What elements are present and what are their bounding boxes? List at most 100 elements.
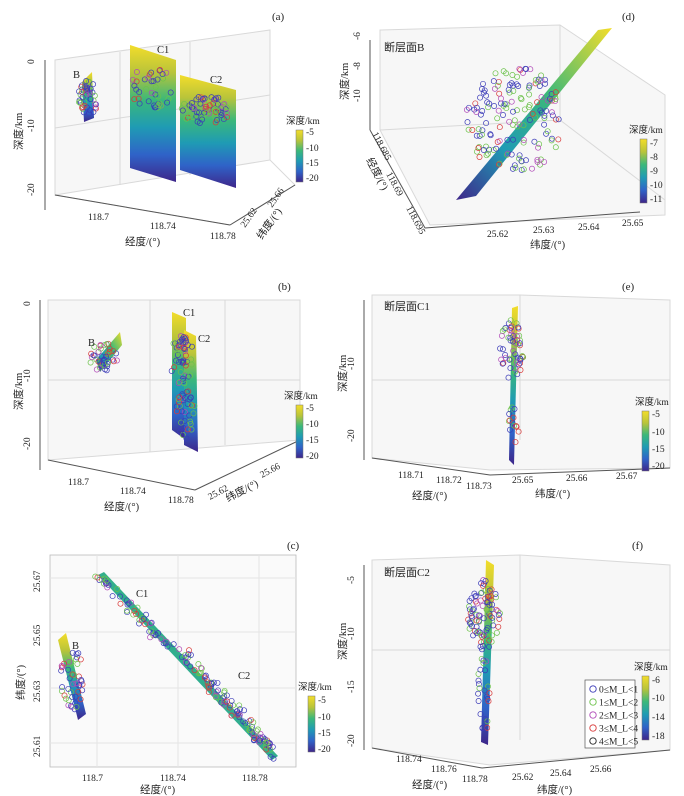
event-point: [489, 614, 496, 621]
event-point: [182, 362, 189, 369]
event-point: [193, 96, 200, 103]
legend-marker: [589, 698, 597, 706]
event-point: [181, 417, 188, 424]
event-point: [478, 590, 484, 597]
event-point: [535, 79, 542, 86]
x-tick: 118.78: [168, 496, 194, 506]
event-point: [76, 99, 83, 106]
event-point: [221, 698, 228, 705]
event-point: [476, 154, 483, 160]
x-tick: 118.7: [68, 478, 89, 488]
event-point: [536, 83, 543, 89]
event-point: [147, 620, 154, 627]
event-cluster: [58, 649, 86, 713]
event-point: [251, 734, 258, 741]
event-point: [131, 96, 138, 103]
event-point: [250, 719, 257, 726]
colorbar: [639, 138, 648, 204]
event-cluster: [465, 577, 503, 650]
event-point: [133, 611, 140, 617]
event-point: [478, 655, 485, 662]
event-point: [480, 577, 487, 584]
event-point: [486, 690, 493, 697]
event-point: [552, 116, 559, 123]
z-tick: -10: [353, 89, 363, 102]
event-point: [535, 144, 542, 151]
event-point: [93, 356, 100, 363]
event-point: [92, 101, 98, 108]
event-point: [90, 109, 97, 115]
event-point: [468, 613, 475, 619]
event-point: [483, 599, 490, 606]
event-point: [517, 337, 523, 344]
event-point: [482, 716, 488, 723]
event-point: [65, 697, 72, 704]
z-axis-label: 深度/km: [336, 623, 349, 660]
event-point: [96, 364, 103, 371]
event-point: [191, 105, 198, 112]
event-point: [117, 593, 123, 600]
event-point: [170, 641, 177, 648]
x-axis-label: 纬度/(°): [537, 783, 573, 796]
event-point: [475, 677, 482, 684]
event-point: [190, 106, 197, 112]
event-point: [177, 428, 184, 435]
event-cluster: [176, 646, 277, 762]
event-point: [167, 89, 174, 96]
event-point: [484, 624, 491, 631]
event-point: [499, 360, 506, 367]
event-point: [512, 365, 519, 372]
event-point: [516, 65, 523, 72]
event-point: [464, 119, 471, 126]
event-point: [240, 718, 247, 725]
event-point: [493, 145, 500, 152]
event-point: [486, 587, 493, 594]
event-cluster: [87, 340, 120, 374]
event-point: [529, 165, 535, 172]
event-point: [479, 602, 486, 609]
event-point: [520, 122, 527, 129]
colorbar-title: 深度/km: [629, 124, 663, 136]
y-tick: 25.62: [239, 206, 260, 229]
annotation-b: B: [88, 338, 95, 349]
event-point: [146, 628, 153, 635]
event-point: [203, 110, 209, 116]
event-point: [508, 151, 515, 158]
event-point: [69, 649, 76, 656]
colorbar-tick: -5: [306, 128, 314, 138]
x-tick: 25.67: [616, 472, 638, 482]
event-point: [477, 94, 484, 101]
event-point: [531, 138, 538, 145]
event-point: [220, 695, 227, 702]
event-point: [204, 679, 211, 686]
event-point: [495, 612, 502, 618]
event-point: [509, 165, 516, 172]
event-point: [73, 650, 80, 657]
event-point: [152, 104, 159, 111]
event-point: [188, 356, 195, 363]
event-point: [207, 679, 214, 686]
event-point: [87, 359, 94, 366]
panel-title: 断层面B: [384, 40, 424, 54]
event-point: [480, 657, 487, 664]
event-cluster: [475, 646, 493, 732]
event-point: [176, 646, 183, 653]
event-point: [505, 334, 512, 341]
event-point: [205, 689, 212, 696]
event-point: [104, 584, 111, 591]
event-point: [191, 667, 198, 674]
event-point: [155, 93, 162, 100]
colorbar-tick: -15: [306, 436, 319, 446]
event-point: [506, 418, 512, 425]
event-point: [235, 710, 242, 717]
event-point: [79, 104, 86, 111]
event-point: [175, 380, 182, 386]
z-tick: -10: [27, 119, 37, 132]
event-point: [182, 335, 189, 342]
x-tick: 118.7: [82, 774, 103, 784]
event-point: [493, 606, 500, 613]
plot-area: [49, 554, 297, 768]
event-point: [267, 753, 274, 760]
event-point: [477, 711, 484, 718]
colorbar-tick: -18: [652, 732, 665, 742]
